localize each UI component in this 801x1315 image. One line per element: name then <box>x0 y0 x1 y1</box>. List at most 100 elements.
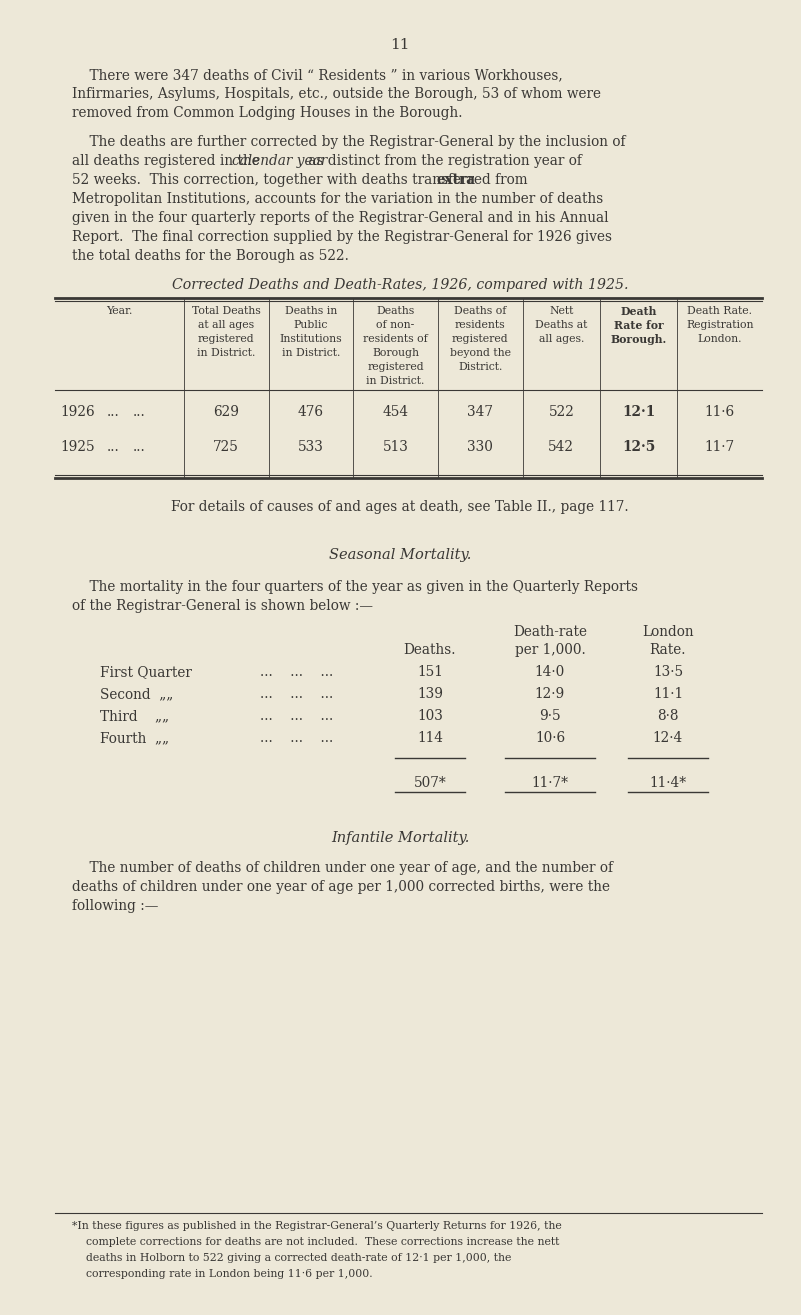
Text: 330: 330 <box>467 441 493 454</box>
Text: 629: 629 <box>213 405 239 419</box>
Text: Nett: Nett <box>549 306 574 316</box>
Text: The deaths are further corrected by the Registrar-General by the inclusion of: The deaths are further corrected by the … <box>72 135 626 149</box>
Text: removed from Common Lodging Houses in the Borough.: removed from Common Lodging Houses in th… <box>72 107 462 120</box>
Text: ...: ... <box>133 441 146 454</box>
Text: Borough.: Borough. <box>610 334 666 345</box>
Text: 139: 139 <box>417 686 443 701</box>
Text: The mortality in the four quarters of the year as given in the Quarterly Reports: The mortality in the four quarters of th… <box>72 580 638 594</box>
Text: 507*: 507* <box>413 776 446 790</box>
Text: ...: ... <box>107 441 120 454</box>
Text: First Quarter: First Quarter <box>100 665 192 679</box>
Text: There were 347 deaths of Civil “ Residents ” in various Workhouses,: There were 347 deaths of Civil “ Residen… <box>72 68 563 82</box>
Text: 103: 103 <box>417 709 443 723</box>
Text: all deaths registered in the: all deaths registered in the <box>72 154 264 168</box>
Text: ...: ... <box>133 405 146 419</box>
Text: 12·5: 12·5 <box>622 441 655 454</box>
Text: 52 weeks.  This correction, together with deaths transferred from: 52 weeks. This correction, together with… <box>72 174 532 187</box>
Text: Report.  The final correction supplied by the Registrar-General for 1926 gives: Report. The final correction supplied by… <box>72 230 612 245</box>
Text: residents of: residents of <box>363 334 428 345</box>
Text: all ages.: all ages. <box>538 334 584 345</box>
Text: corresponding rate in London being 11·6 per 1,000.: corresponding rate in London being 11·6 … <box>72 1269 372 1279</box>
Text: ...    ...    ...: ... ... ... <box>260 665 333 679</box>
Text: beyond the: beyond the <box>450 348 511 358</box>
Text: 11·4*: 11·4* <box>650 776 686 790</box>
Text: 9·5: 9·5 <box>539 709 561 723</box>
Text: at all ages: at all ages <box>198 320 254 330</box>
Text: Deaths at: Deaths at <box>535 320 587 330</box>
Text: 114: 114 <box>417 731 443 746</box>
Text: London: London <box>642 625 694 639</box>
Text: 14·0: 14·0 <box>535 665 566 679</box>
Text: as distinct from the registration year of: as distinct from the registration year o… <box>304 154 582 168</box>
Text: 522: 522 <box>549 405 574 419</box>
Text: Registration: Registration <box>686 320 754 330</box>
Text: Infantile Mortality.: Infantile Mortality. <box>331 831 469 846</box>
Text: deaths in Holborn to 522 giving a corrected death-rate of 12·1 per 1,000, the: deaths in Holborn to 522 giving a correc… <box>72 1253 511 1262</box>
Text: 11·6: 11·6 <box>705 405 735 419</box>
Text: in District.: in District. <box>366 376 425 387</box>
Text: 347: 347 <box>467 405 493 419</box>
Text: 11·7*: 11·7* <box>532 776 569 790</box>
Text: in District.: in District. <box>197 348 256 358</box>
Text: given in the four quarterly reports of the Registrar-General and in his Annual: given in the four quarterly reports of t… <box>72 210 609 225</box>
Text: 1926: 1926 <box>60 405 95 419</box>
Text: ...    ...    ...: ... ... ... <box>260 731 333 746</box>
Text: Seasonal Mortality.: Seasonal Mortality. <box>329 548 471 562</box>
Text: Institutions: Institutions <box>280 334 342 345</box>
Text: Rate.: Rate. <box>650 643 686 658</box>
Text: calendar year: calendar year <box>232 154 328 168</box>
Text: 13·5: 13·5 <box>653 665 683 679</box>
Text: of non-: of non- <box>376 320 415 330</box>
Text: Public: Public <box>294 320 328 330</box>
Text: ...    ...    ...: ... ... ... <box>260 686 333 701</box>
Text: ...    ...    ...: ... ... ... <box>260 709 333 723</box>
Text: Deaths in: Deaths in <box>285 306 337 316</box>
Text: Borough: Borough <box>372 348 419 358</box>
Text: 11·7: 11·7 <box>705 441 735 454</box>
Text: Death Rate.: Death Rate. <box>687 306 752 316</box>
Text: 8·8: 8·8 <box>658 709 678 723</box>
Text: per 1,000.: per 1,000. <box>514 643 586 658</box>
Text: 12·4: 12·4 <box>653 731 683 746</box>
Text: London.: London. <box>698 334 742 345</box>
Text: Infirmaries, Asylums, Hospitals, etc., outside the Borough, 53 of whom were: Infirmaries, Asylums, Hospitals, etc., o… <box>72 87 601 101</box>
Text: Corrected Deaths and Death-Rates, 1926, compared with 1925.: Corrected Deaths and Death-Rates, 1926, … <box>171 277 628 292</box>
Text: 1925: 1925 <box>60 441 95 454</box>
Text: 533: 533 <box>298 441 324 454</box>
Text: 542: 542 <box>549 441 574 454</box>
Text: deaths of children under one year of age per 1,000 corrected births, were the: deaths of children under one year of age… <box>72 880 610 894</box>
Text: 11·1: 11·1 <box>653 686 683 701</box>
Text: Second  „„: Second „„ <box>100 686 173 701</box>
Text: For details of causes of and ages at death, see Table II., page 117.: For details of causes of and ages at dea… <box>171 500 629 514</box>
Text: registered: registered <box>368 362 424 372</box>
Text: Fourth  „„: Fourth „„ <box>100 731 169 746</box>
Text: Deaths: Deaths <box>376 306 415 316</box>
Text: Deaths.: Deaths. <box>404 643 457 658</box>
Text: 10·6: 10·6 <box>535 731 565 746</box>
Text: of the Registrar-General is shown below :—: of the Registrar-General is shown below … <box>72 600 373 613</box>
Text: Death: Death <box>621 306 657 317</box>
Text: 513: 513 <box>383 441 409 454</box>
Text: 454: 454 <box>383 405 409 419</box>
Text: District.: District. <box>458 362 502 372</box>
Text: 11: 11 <box>390 38 410 53</box>
Text: 151: 151 <box>417 665 443 679</box>
Text: 725: 725 <box>213 441 239 454</box>
Text: Death-rate: Death-rate <box>513 625 587 639</box>
Text: 12·9: 12·9 <box>535 686 566 701</box>
Text: 476: 476 <box>298 405 324 419</box>
Text: Third    „„: Third „„ <box>100 709 169 723</box>
Text: extra: extra <box>437 174 476 187</box>
Text: registered: registered <box>452 334 509 345</box>
Text: the total deaths for the Borough as 522.: the total deaths for the Borough as 522. <box>72 249 349 263</box>
Text: Rate for: Rate for <box>614 320 663 331</box>
Text: complete corrections for deaths are not included.  These corrections increase th: complete corrections for deaths are not … <box>72 1237 559 1247</box>
Text: following :—: following :— <box>72 899 159 913</box>
Text: *In these figures as published in the Registrar-General’s Quarterly Returns for : *In these figures as published in the Re… <box>72 1222 562 1231</box>
Text: Metropolitan Institutions, accounts for the variation in the number of deaths: Metropolitan Institutions, accounts for … <box>72 192 603 206</box>
Text: ...: ... <box>107 405 120 419</box>
Text: Year.: Year. <box>107 306 133 316</box>
Text: registered: registered <box>198 334 255 345</box>
Text: 12·1: 12·1 <box>622 405 655 419</box>
Text: in District.: in District. <box>282 348 340 358</box>
